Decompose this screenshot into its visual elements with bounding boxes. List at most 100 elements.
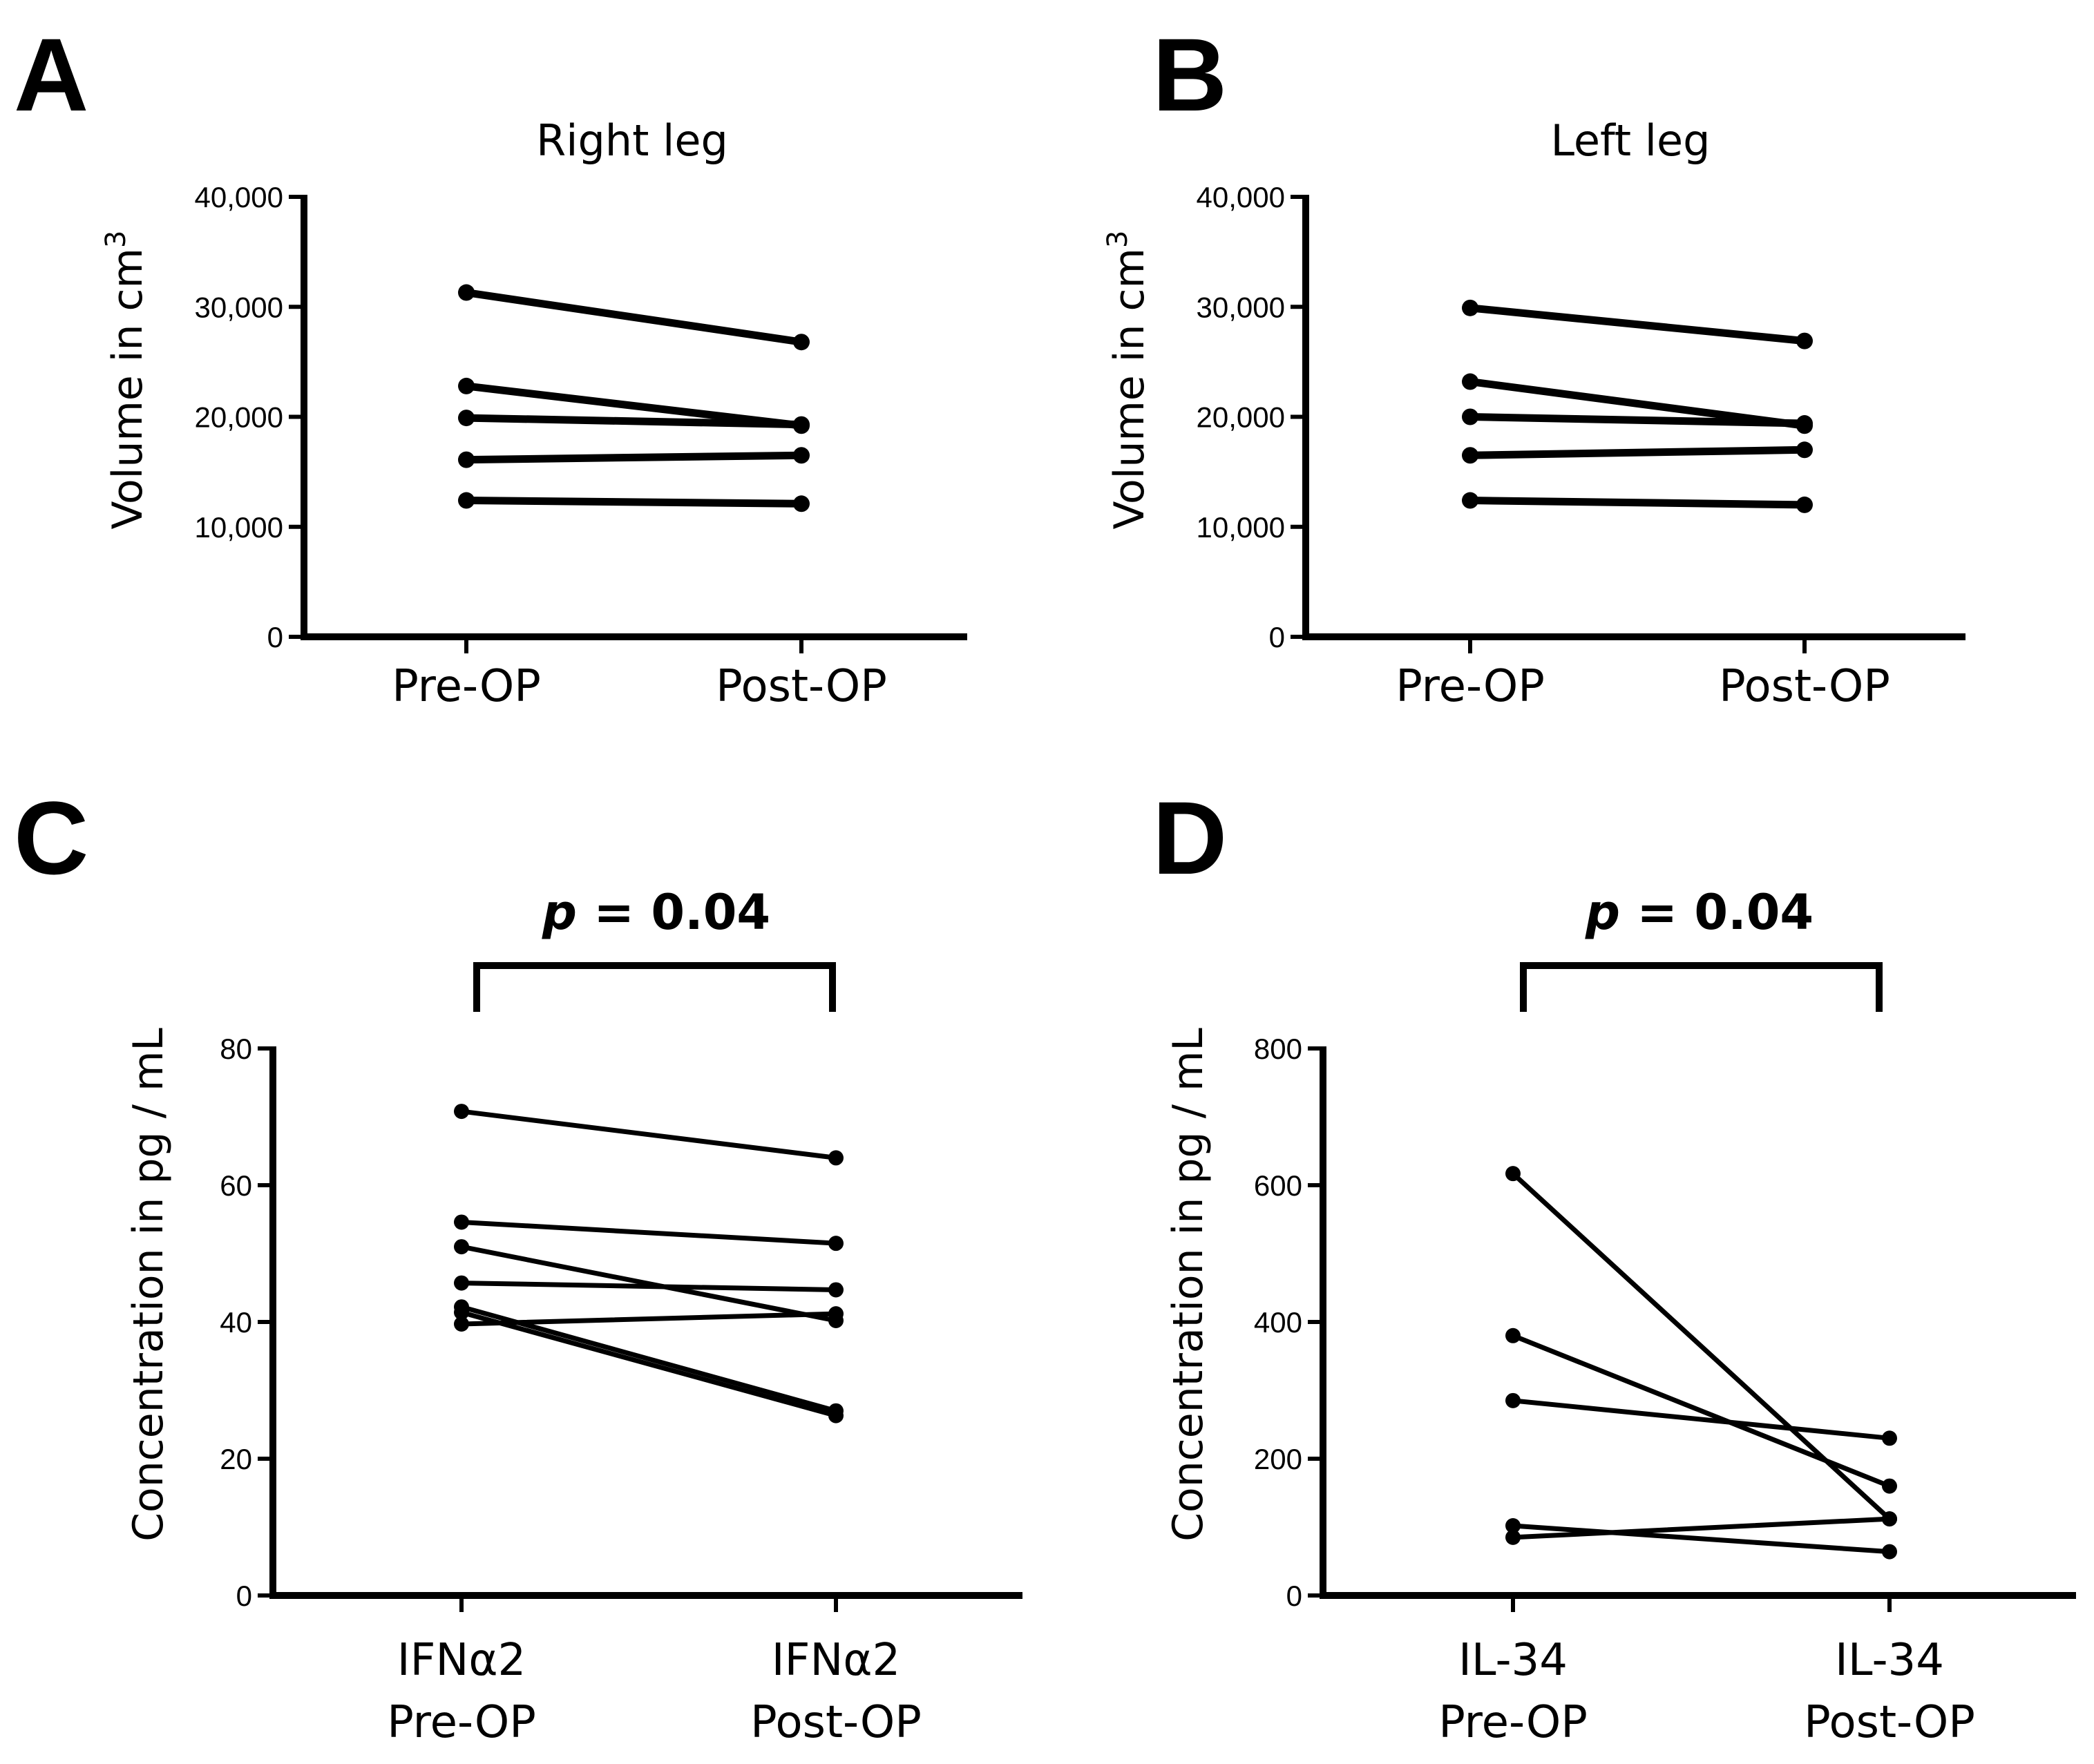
data-point-post bbox=[1796, 415, 1813, 432]
panel-b-series bbox=[1462, 299, 1813, 513]
panel-a-series bbox=[458, 284, 810, 512]
series-line bbox=[1510, 1171, 1892, 1522]
series-6 bbox=[454, 1305, 844, 1423]
panel-a-ylabel-text: Volume in cm bbox=[104, 248, 152, 529]
series-5 bbox=[1462, 492, 1813, 513]
data-point-pre bbox=[458, 451, 475, 468]
data-point-post bbox=[1796, 496, 1813, 513]
series-line bbox=[459, 1219, 839, 1246]
y-tick-label: 10,000 bbox=[195, 511, 283, 544]
data-point-post bbox=[828, 1408, 844, 1423]
data-point-pre bbox=[454, 1239, 469, 1255]
panel-c-sig-p: p bbox=[542, 884, 577, 941]
series-line bbox=[459, 1311, 839, 1327]
y-tick-label: 40 bbox=[220, 1306, 252, 1339]
data-point-pre bbox=[1505, 1327, 1521, 1343]
y-tick-label: 20,000 bbox=[1197, 401, 1285, 434]
x-tick-label: Post-OP bbox=[1804, 1697, 1975, 1748]
y-tick-label: 20 bbox=[220, 1443, 252, 1475]
series-5 bbox=[458, 492, 810, 512]
series-line bbox=[459, 1244, 839, 1323]
panel-d-series bbox=[1505, 1166, 1897, 1560]
series-line bbox=[462, 414, 806, 429]
panel-letter-b: B bbox=[1152, 17, 1227, 133]
data-point-post bbox=[828, 1282, 844, 1298]
series-line bbox=[1466, 497, 1809, 509]
data-point-pre bbox=[1462, 299, 1478, 316]
data-point-pre bbox=[454, 1305, 469, 1321]
panel-a-ylabel: Volume in cm3 bbox=[100, 231, 152, 530]
series-1 bbox=[454, 1104, 844, 1166]
panel-b-ylabel-text: Volume in cm bbox=[1105, 248, 1154, 529]
series-1 bbox=[1505, 1166, 1897, 1527]
data-point-post bbox=[1882, 1544, 1897, 1560]
panel-c-significance-bracket bbox=[473, 962, 836, 1012]
series-line bbox=[459, 1281, 839, 1292]
series-4 bbox=[458, 447, 810, 468]
data-point-pre bbox=[454, 1214, 469, 1230]
panel-c-series bbox=[454, 1104, 844, 1423]
series-line bbox=[1510, 1333, 1892, 1489]
data-point-pre bbox=[1505, 1529, 1521, 1545]
data-point-pre bbox=[458, 284, 475, 301]
series-2 bbox=[1505, 1327, 1897, 1494]
panel-c-sig-value: = 0.04 bbox=[577, 884, 770, 941]
panel-letter-d: D bbox=[1152, 780, 1227, 896]
series-line bbox=[459, 1109, 839, 1160]
x-tick-label: Pre-OP bbox=[1438, 1697, 1588, 1748]
series-3 bbox=[1462, 408, 1813, 432]
y-tick-label: 0 bbox=[267, 621, 283, 653]
panel-a-title: Right leg bbox=[536, 115, 728, 166]
series-4 bbox=[1505, 1518, 1897, 1560]
panel-d-sig-value: = 0.04 bbox=[1620, 884, 1814, 941]
y-tick-label: 20,000 bbox=[195, 401, 283, 434]
series-line bbox=[1466, 304, 1809, 345]
series-4 bbox=[1462, 441, 1813, 464]
y-tick-label: 800 bbox=[1254, 1033, 1302, 1065]
series-line bbox=[462, 451, 806, 464]
data-point-pre bbox=[1462, 492, 1478, 509]
y-tick-label: 400 bbox=[1254, 1306, 1302, 1339]
data-point-post bbox=[1882, 1430, 1897, 1446]
data-point-pre bbox=[458, 492, 475, 509]
data-point-pre bbox=[1462, 373, 1478, 390]
y-tick-label: 30,000 bbox=[1197, 291, 1285, 323]
y-tick-label: 30,000 bbox=[195, 291, 283, 323]
series-line bbox=[1510, 1398, 1892, 1441]
y-tick-label: 0 bbox=[1269, 621, 1285, 653]
panel-b-ylabel-sup: 3 bbox=[1102, 231, 1134, 248]
panel-a-ylabel-sup: 3 bbox=[100, 231, 132, 248]
x-tick-label: IL-34 bbox=[1458, 1635, 1568, 1686]
series-2 bbox=[454, 1214, 844, 1252]
data-point-post bbox=[793, 416, 810, 433]
data-point-pre bbox=[454, 1275, 469, 1291]
y-tick-label: 40,000 bbox=[1197, 181, 1285, 213]
series-line bbox=[1466, 445, 1809, 459]
panel-b-title: Left leg bbox=[1550, 115, 1710, 166]
data-point-post bbox=[828, 1306, 844, 1322]
y-tick-label: 40,000 bbox=[195, 181, 283, 213]
data-point-post bbox=[1882, 1478, 1897, 1494]
series-line bbox=[1466, 413, 1809, 428]
panel-c-ylabel: Concentration in pg / mL bbox=[124, 1028, 173, 1542]
series-3 bbox=[1505, 1392, 1897, 1446]
data-point-pre bbox=[1505, 1518, 1521, 1534]
y-tick-label: 0 bbox=[1286, 1580, 1302, 1612]
x-tick-label: IFNα2 bbox=[772, 1635, 900, 1686]
panel-b-axes: 0 10,000 20,000 30,000 40,000 Pre-OP Post-OP bbox=[1197, 181, 1965, 712]
data-point-pre bbox=[1505, 1166, 1521, 1182]
panel-d-ylabel: Concentration in pg / mL bbox=[1164, 1028, 1212, 1542]
series-line bbox=[1466, 378, 1809, 430]
panel-b: B Left leg Volume in cm3 010,00020,00030… bbox=[1102, 17, 1965, 712]
series-4 bbox=[454, 1275, 844, 1298]
data-point-pre bbox=[458, 410, 475, 427]
x-tick-label: Post-OP bbox=[1719, 661, 1890, 712]
data-point-post bbox=[1796, 441, 1813, 459]
x-tick-label: Pre-OP bbox=[1396, 661, 1545, 712]
panel-d-sig-p: p bbox=[1585, 884, 1620, 941]
data-point-pre bbox=[1462, 408, 1478, 425]
data-point-post bbox=[793, 334, 810, 351]
x-tick-label: IL-34 bbox=[1835, 1635, 1944, 1686]
data-point-pre bbox=[1505, 1392, 1521, 1408]
y-tick-label: 0 bbox=[236, 1580, 252, 1612]
